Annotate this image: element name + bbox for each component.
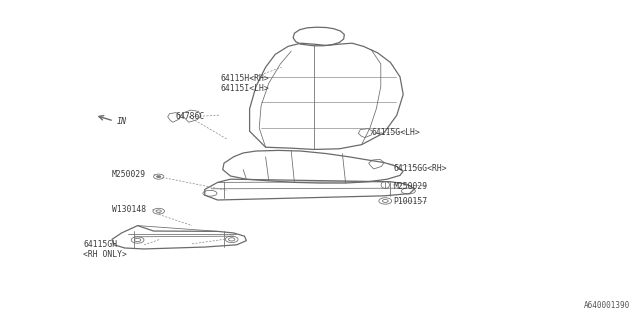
Text: 64115GG<RH>: 64115GG<RH> bbox=[394, 164, 447, 173]
Ellipse shape bbox=[156, 175, 161, 178]
Text: M250029: M250029 bbox=[394, 182, 428, 191]
Text: M250029: M250029 bbox=[112, 170, 146, 179]
Text: 64786C: 64786C bbox=[176, 112, 205, 121]
Text: <RH ONLY>: <RH ONLY> bbox=[83, 250, 127, 259]
Text: 64115G<LH>: 64115G<LH> bbox=[371, 128, 420, 137]
Text: 64115GH: 64115GH bbox=[83, 240, 117, 249]
Text: A640001390: A640001390 bbox=[584, 301, 630, 310]
Text: P100157: P100157 bbox=[394, 197, 428, 206]
Text: 64115I<LH>: 64115I<LH> bbox=[221, 84, 269, 92]
Text: W130148: W130148 bbox=[112, 205, 146, 214]
Text: IN: IN bbox=[117, 117, 127, 126]
Text: 64115H<RH>: 64115H<RH> bbox=[221, 74, 269, 83]
